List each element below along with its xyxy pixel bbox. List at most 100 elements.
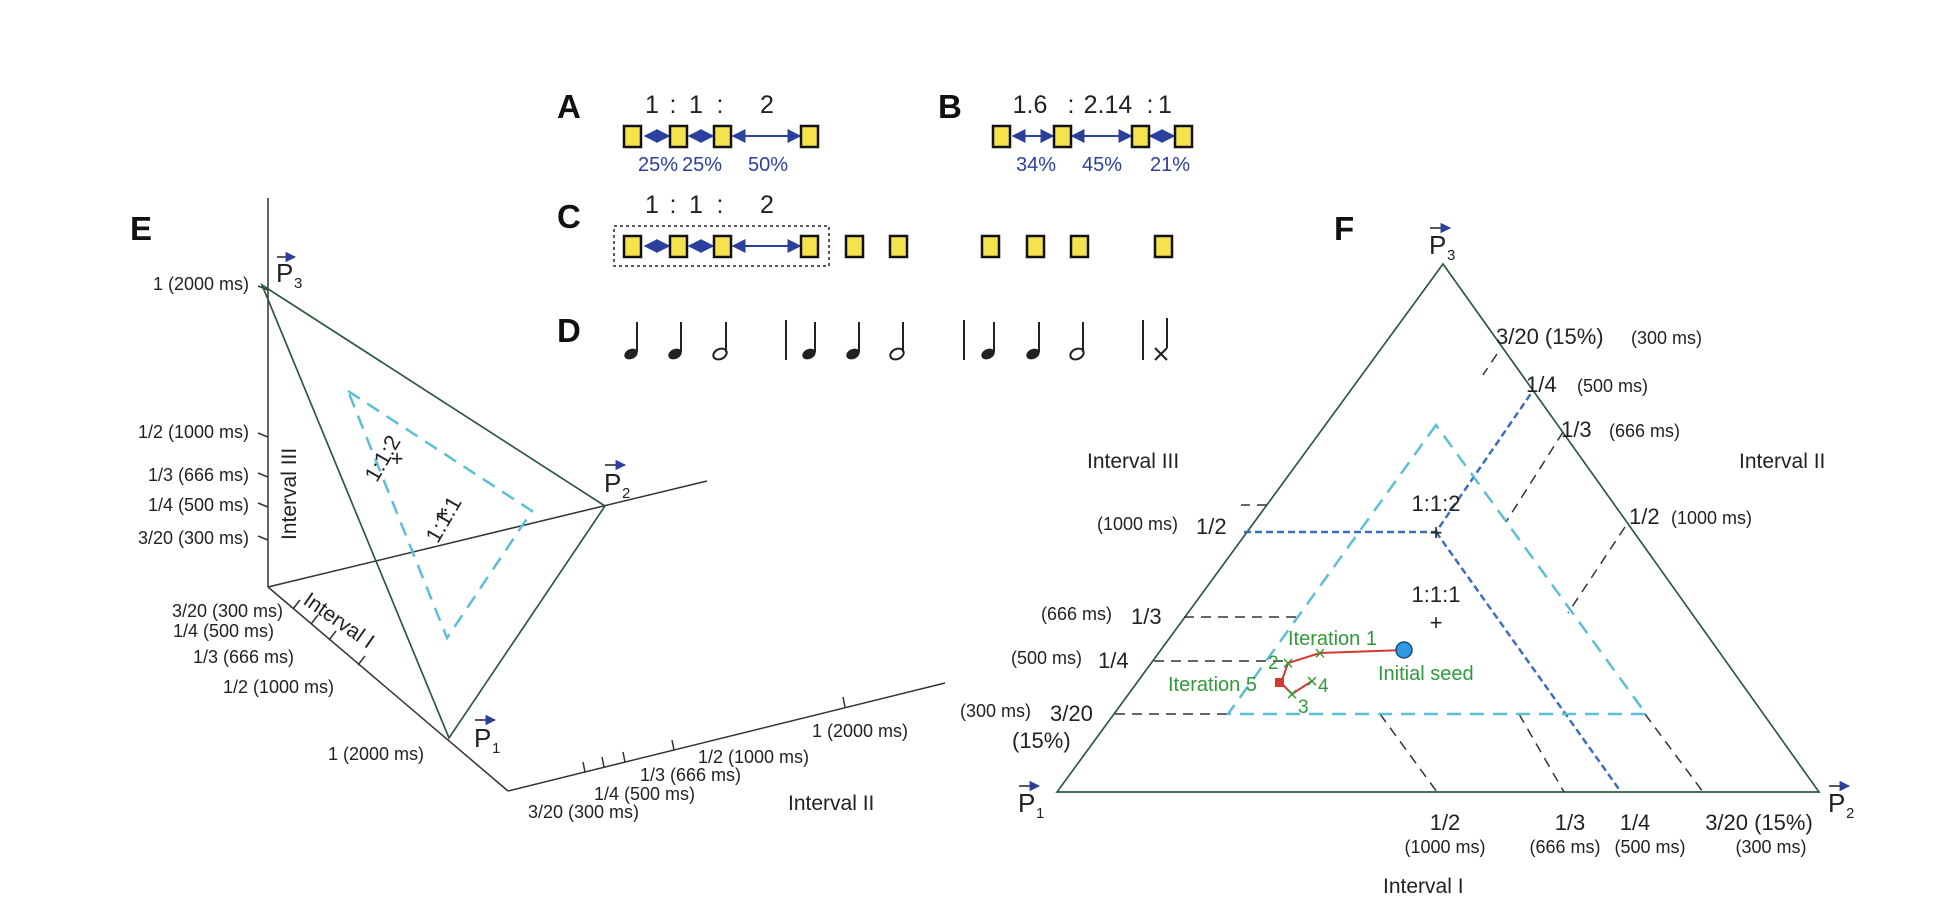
tap-square (799, 234, 820, 259)
axis-2-tick-label: 1/2 (1000 ms) (698, 747, 809, 767)
interval-percent: 25% (682, 154, 722, 176)
bottom-tick: 1/2 (1000 ms) (1404, 810, 1485, 857)
step-label: 4 (1318, 676, 1329, 697)
iteration-marker: × (1282, 653, 1294, 675)
svg-text:1/3: 1/3 (1555, 810, 1586, 835)
iteration-path: × × × × Iteration 1 Iteration 5 Initial … (1168, 628, 1474, 718)
quarter-note-icon (624, 322, 638, 360)
quarter-note-icon (802, 322, 816, 360)
svg-text:P: P (1018, 788, 1035, 818)
svg-text:(666 ms): (666 ms) (1041, 604, 1112, 624)
axis-3-tick-label: 1/4 (500 ms) (148, 495, 249, 515)
axis-3-title: Interval III (278, 448, 301, 540)
initial-seed-label: Initial seed (1378, 663, 1474, 685)
bottom-tick: 3/20 (15%) (300 ms) (1705, 810, 1813, 857)
axis-3-tick-label: 3/20 (300 ms) (138, 528, 249, 548)
tap-square (668, 124, 689, 149)
axis-2-title: Interval II (788, 792, 874, 815)
interval-2-title: Interval II (1739, 450, 1825, 473)
ratio-term-1: 1.6 (1013, 91, 1048, 119)
ratio-colon-2: : (717, 191, 724, 219)
panel-f: F P 3 P (960, 210, 1854, 898)
svg-text:P: P (1828, 788, 1845, 818)
panel-e-letter: E (130, 210, 152, 247)
axis-2-tick-label: 1/3 (666 ms) (640, 765, 741, 785)
ratio-term-1: 1 (645, 191, 659, 219)
axis-1-title: Interval I (299, 588, 378, 653)
svg-text:3: 3 (1447, 247, 1455, 264)
panel-f-letter: F (1334, 210, 1354, 247)
interval-1-title: Interval I (1383, 875, 1464, 898)
bottom-tick: 1/4 (500 ms) (1614, 810, 1685, 857)
tap-square (712, 124, 733, 149)
svg-text:3/20: 3/20 (1050, 701, 1093, 726)
left-tick: (300 ms) 3/20 (15%) (960, 701, 1093, 753)
axis-interval-1 (267, 586, 509, 792)
interval-percent: 50% (748, 154, 788, 176)
iteration-marker: × (1306, 671, 1318, 693)
quarter-note-icon (668, 322, 682, 360)
svg-text:(300 ms): (300 ms) (1735, 837, 1806, 857)
axis-2-tick-label: 3/20 (300 ms) (528, 802, 639, 822)
ratio-term-3: 2 (760, 91, 774, 119)
final-iteration-marker (1275, 678, 1284, 687)
panel-a-letter: A (557, 88, 581, 125)
tap-square (1153, 234, 1174, 259)
panel-c: C 1 : 1 : 2 (557, 191, 1174, 267)
point-111: 1:1:1 + (420, 492, 466, 547)
axis-3-tick-label: 1/2 (1000 ms) (138, 422, 249, 442)
tap-square (1025, 234, 1046, 259)
grid-lines-interval-3 (1114, 504, 1296, 715)
axis-1-tick-label: 1/4 (500 ms) (173, 621, 274, 641)
axis-2-tick-label: 1/4 (500 ms) (594, 784, 695, 804)
panel-d: D (557, 312, 1168, 361)
tap-square (668, 234, 689, 259)
tap-square (622, 124, 643, 149)
grid-lines-interval-2 (1482, 353, 1626, 614)
iteration-trajectory (1279, 649, 1405, 696)
left-tick: (666 ms) 1/3 (1041, 604, 1162, 629)
right-tick: 1/2 (1000 ms) (1629, 504, 1752, 529)
ratio-term-2: 2.14 (1084, 91, 1133, 119)
svg-text:1/2: 1/2 (1629, 504, 1660, 529)
tap-square (1069, 234, 1090, 259)
grid-lines-interval-1 (1379, 713, 1704, 793)
half-note-icon (712, 322, 728, 361)
ratio-term-1: 1 (645, 91, 659, 119)
axis-3-tick-label: 1/3 (666 ms) (148, 465, 249, 485)
x-note-icon (1154, 318, 1168, 361)
point-111: 1:1:1 + (1412, 582, 1461, 635)
vertex-p1: P 1 (1018, 780, 1044, 822)
interval-percent: 45% (1082, 154, 1122, 176)
svg-text:×: × (1282, 653, 1294, 675)
svg-text:(1000 ms): (1000 ms) (1097, 514, 1178, 534)
svg-text:×: × (1314, 643, 1326, 665)
svg-text:1: 1 (1036, 805, 1044, 822)
svg-text:×: × (1306, 671, 1318, 693)
tap-square (888, 234, 909, 259)
axis-1-tick-label: 1 (2000 ms) (328, 744, 424, 764)
tap-square (712, 234, 733, 259)
svg-text:×: × (1286, 684, 1298, 706)
axis-1-tick-label: 1/2 (1000 ms) (223, 677, 334, 697)
vertex-p1: P 1 (474, 714, 500, 757)
panel-b-letter: B (938, 88, 962, 125)
constraint-line-blue (1434, 531, 1623, 793)
svg-text:(500 ms): (500 ms) (1614, 837, 1685, 857)
panel-b: B 1.6 : 2.14 : 1 34% 45% 21% (938, 88, 1194, 176)
plus-marker: + (391, 446, 404, 471)
tap-square (1052, 124, 1073, 149)
right-tick: 3/20 (15%) (300 ms) (1496, 324, 1702, 349)
left-tick: (1000 ms) 1/2 (1097, 514, 1227, 539)
panel-c-letter: C (557, 198, 581, 235)
vertex-p3: P 3 (276, 251, 302, 292)
svg-text:2: 2 (622, 485, 630, 502)
svg-text:3/20 (15%): 3/20 (15%) (1496, 324, 1604, 349)
svg-text:(1000 ms): (1000 ms) (1671, 508, 1752, 528)
quarter-note-icon (846, 322, 860, 360)
first-cycle-box (613, 225, 830, 267)
svg-text:(666 ms): (666 ms) (1529, 837, 1600, 857)
panel-e: E (130, 198, 946, 822)
half-note-icon (1069, 322, 1085, 361)
